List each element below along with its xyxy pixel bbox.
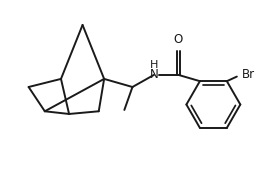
Text: H: H (150, 60, 158, 70)
Text: N: N (150, 68, 158, 81)
Text: Br: Br (242, 68, 255, 81)
Text: O: O (174, 33, 183, 46)
